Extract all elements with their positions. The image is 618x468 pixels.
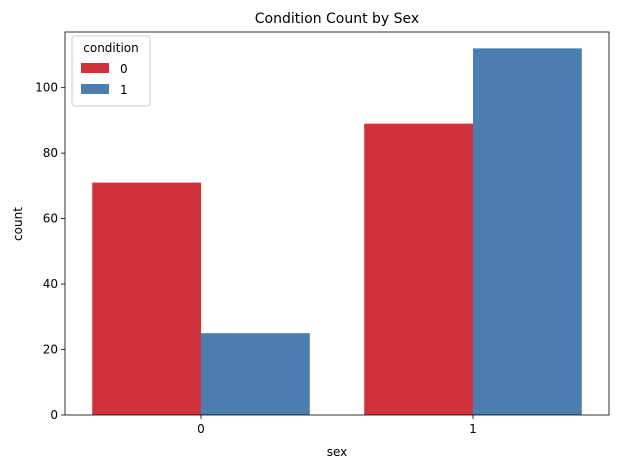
legend-swatch-1 xyxy=(81,84,109,94)
chart-title: Condition Count by Sex xyxy=(255,11,419,27)
bar-sex-0-condition-1 xyxy=(201,333,310,415)
y-tick-label: 0 xyxy=(50,408,58,422)
plot-frame xyxy=(64,31,610,416)
y-tick-label: 60 xyxy=(43,212,58,226)
bar-sex-0-condition-0 xyxy=(92,182,201,415)
y-tick-label: 20 xyxy=(43,343,58,357)
legend-title: condition xyxy=(83,41,138,55)
y-axis-label: count xyxy=(11,207,25,241)
y-tick-label: 80 xyxy=(43,146,58,160)
legend: condition 0 1 xyxy=(71,35,151,107)
x-axis-label: sex xyxy=(327,445,348,459)
y-ticks: 0 20 40 60 80 100 xyxy=(35,81,65,422)
legend-label-1: 1 xyxy=(120,83,128,97)
bar-sex-1-condition-1 xyxy=(473,48,582,415)
y-tick-label: 40 xyxy=(43,277,58,291)
x-tick-label: 1 xyxy=(469,422,477,436)
legend-label-0: 0 xyxy=(120,62,128,76)
bar-sex-1-condition-0 xyxy=(364,123,473,416)
bars-layer xyxy=(92,48,582,416)
axes-layer xyxy=(64,31,610,416)
legend-swatch-0 xyxy=(81,63,109,73)
y-tick-label: 100 xyxy=(35,81,58,95)
x-tick-label: 0 xyxy=(197,422,205,436)
